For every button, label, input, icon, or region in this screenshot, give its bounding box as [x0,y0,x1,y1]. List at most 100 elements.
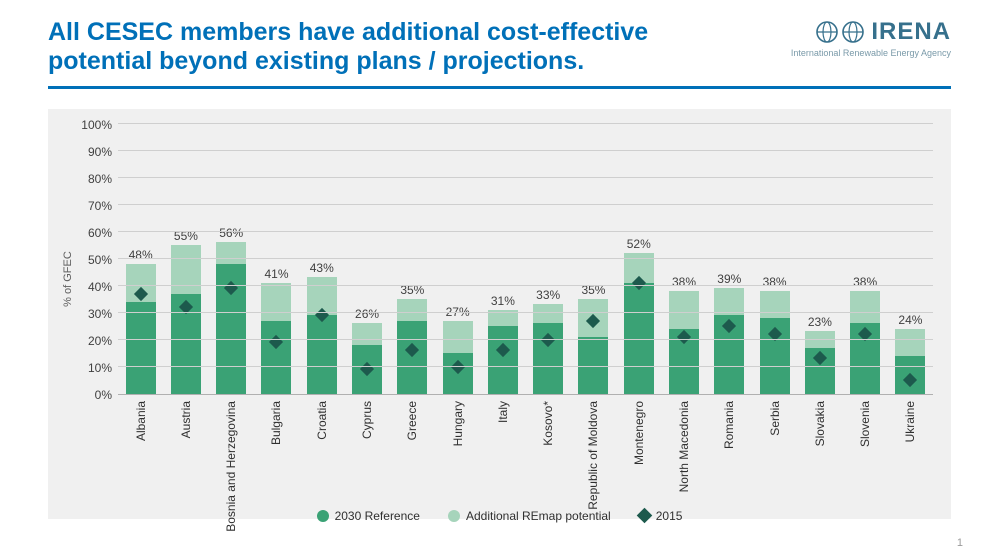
y-tick: 60% [88,226,112,240]
gridline [118,231,933,232]
x-tick-label: Kosovo* [541,399,555,446]
x-tick: Albania [118,399,163,499]
gridline [118,177,933,178]
bar-segment-reference [488,326,518,394]
bar-total-label: 43% [307,261,337,275]
x-tick: Croatia [299,399,344,499]
y-tick: 50% [88,253,112,267]
x-tick-label: Slovenia [858,399,872,447]
logo-globes-icon [815,20,865,44]
bar-stack: 27% [443,321,473,394]
bar-stack: 55% [171,245,201,394]
plot-area: 48%55%56%41%43%26%35%27%31%33%35%52%38%3… [118,125,933,395]
bar-stack: 35% [578,299,608,394]
bar-segment-additional [397,299,427,321]
x-tick-label: Ukraine [903,399,917,442]
slide-title: All CESEC members have additional cost-e… [48,18,748,76]
y-tick: 30% [88,307,112,321]
logo: IRENA International Renewable Energy Age… [791,18,951,58]
page-number: 1 [957,537,963,549]
bar-segment-additional [171,245,201,294]
x-tick-label: Albania [134,399,148,441]
bar-segment-reference [261,321,291,394]
bar-segment-additional [805,331,835,347]
bar-total-label: 41% [261,267,291,281]
bar-segment-reference [126,302,156,394]
bar-segment-additional [216,242,246,264]
legend-item-marker: 2015 [639,509,683,523]
gridline [118,366,933,367]
bar-stack: 38% [850,291,880,394]
gridline [118,258,933,259]
y-tick: 100% [81,118,112,132]
bar-segment-additional [533,304,563,323]
x-tick: Austria [163,399,208,499]
bar-stack: 26% [352,323,382,393]
bar-segment-additional [895,329,925,356]
bar-column: 38% [661,125,706,394]
legend-diamond-marker [636,508,652,524]
legend-swatch-reference [317,510,329,522]
bar-column: 41% [254,125,299,394]
bar-column: 56% [209,125,254,394]
y-axis: 0%10%20%30%40%50%60%70%80%90%100% [66,125,118,395]
x-tick-label: Italy [496,399,510,423]
bar-segment-additional [352,323,382,345]
bar-total-label: 38% [669,275,699,289]
x-tick-label: Serbia [768,399,782,436]
x-tick: Ukraine [888,399,933,499]
bar-total-label: 24% [895,313,925,327]
bar-segment-additional [850,291,880,323]
x-tick-label: Romania [722,399,736,449]
x-tick-label: Hungary [451,399,465,446]
x-tick-label: Cyprus [360,399,374,439]
bar-column: 35% [390,125,435,394]
bar-stack: 43% [307,277,337,393]
legend: 2030 Reference Additional REmap potentia… [66,509,933,523]
bar-total-label: 31% [488,294,518,308]
x-tick: Slovakia [797,399,842,499]
bar-column: 38% [843,125,888,394]
bar-column: 23% [797,125,842,394]
bar-segment-additional [669,291,699,329]
logo-text: IRENA [871,18,951,46]
bar-segment-additional [760,291,790,318]
y-tick: 70% [88,199,112,213]
x-tick: Romania [707,399,752,499]
x-tick-label: North Macedonia [677,399,691,492]
gridline [118,339,933,340]
gridline [118,285,933,286]
bar-column: 43% [299,125,344,394]
bar-total-label: 33% [533,288,563,302]
bar-column: 52% [616,125,661,394]
legend-label-additional: Additional REmap potential [466,509,611,523]
bar-column: 26% [344,125,389,394]
bar-column: 31% [480,125,525,394]
header-rule [48,86,951,89]
bar-total-label: 23% [805,315,835,329]
x-tick-label: Republic of Moldova [586,399,600,510]
bar-column: 35% [571,125,616,394]
gridline [118,150,933,151]
x-axis: AlbaniaAustriaBosnia and HerzegovinaBulg… [118,399,933,499]
logo-subtitle: International Renewable Energy Agency [791,48,951,58]
bar-column: 27% [435,125,480,394]
x-tick-label: Croatia [315,399,329,440]
x-tick-label: Bosnia and Herzegovina [224,399,238,532]
x-tick: Greece [390,399,435,499]
y-tick: 40% [88,280,112,294]
bar-column: 38% [752,125,797,394]
legend-label-reference: 2030 Reference [335,509,420,523]
bar-segment-additional [261,283,291,321]
bar-total-label: 52% [624,237,654,251]
bar-stack: 56% [216,242,246,393]
x-tick: Hungary [435,399,480,499]
y-tick: 0% [95,388,112,402]
bar-column: 39% [707,125,752,394]
bar-total-label: 56% [216,226,246,240]
x-tick: Kosovo* [526,399,571,499]
bar-total-label: 38% [850,275,880,289]
gridline [118,123,933,124]
bar-column: 33% [526,125,571,394]
bar-segment-reference [307,315,337,393]
